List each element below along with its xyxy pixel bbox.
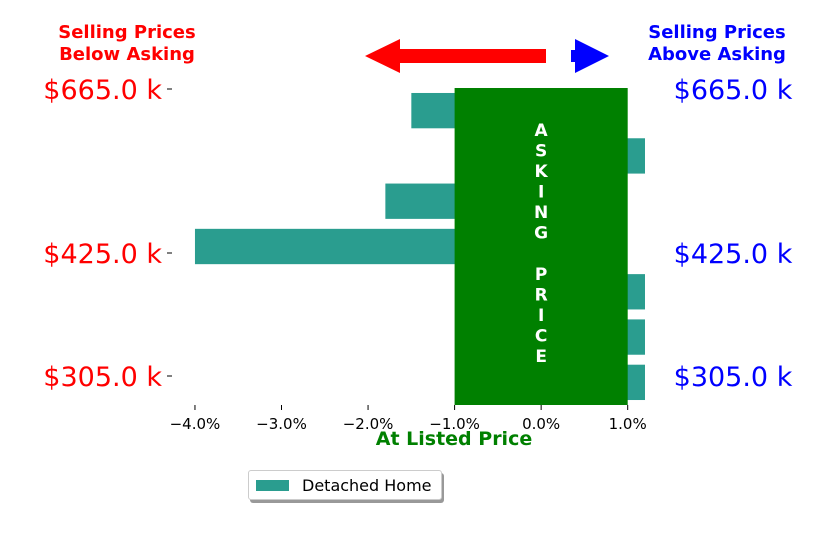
x-tick-label-4: 0.0% xyxy=(522,415,560,433)
above-asking-label-line1: Selling Prices xyxy=(648,22,785,43)
above-asking-label-line2: Above Asking xyxy=(648,44,786,65)
x-tick-label-2: −2.0% xyxy=(343,415,394,433)
band-letter-bottom-2: I xyxy=(538,306,544,326)
band-letter-bottom-0: P xyxy=(535,265,547,285)
band-letter-top-2: K xyxy=(535,162,549,182)
y-tick-label-left-2: $305.0 k xyxy=(43,362,162,393)
y-tick-label-right-2: $305.0 k xyxy=(674,362,793,393)
legend-label-detached-home: Detached Home xyxy=(302,475,432,495)
x-tick-label-0: −4.0% xyxy=(170,415,221,433)
right-arrow xyxy=(571,39,609,73)
left-arrow xyxy=(365,39,546,73)
band-letter-top-1: S xyxy=(535,142,547,162)
x-tick-label-3: −1.0% xyxy=(429,415,480,433)
band-letter-bottom-1: R xyxy=(535,286,548,306)
x-tick-label-5: 1.0% xyxy=(609,415,647,433)
x-tick-label-1: −3.0% xyxy=(256,415,307,433)
band-letter-bottom-4: E xyxy=(535,347,547,367)
band-letter-top-5: G xyxy=(534,224,548,244)
asking-price-band xyxy=(454,88,628,405)
band-letter-top-3: I xyxy=(538,183,544,203)
band-letter-top-4: N xyxy=(534,203,548,223)
x-axis-label: At Listed Price xyxy=(376,428,532,450)
y-tick-label-left-1: $425.0 k xyxy=(43,239,162,270)
y-tick-label-right-1: $425.0 k xyxy=(674,239,793,270)
band-letter-bottom-3: C xyxy=(535,327,547,347)
below-asking-label-line1: Selling Prices xyxy=(58,22,195,43)
band-letter-top-0: A xyxy=(535,121,549,141)
y-tick-label-left-0: $665.0 k xyxy=(43,75,162,106)
legend-swatch-detached-home xyxy=(256,479,289,491)
y-tick-label-right-0: $665.0 k xyxy=(674,75,793,106)
legend: Detached Home xyxy=(248,470,442,500)
below-asking-label-line2: Below Asking xyxy=(59,44,195,65)
